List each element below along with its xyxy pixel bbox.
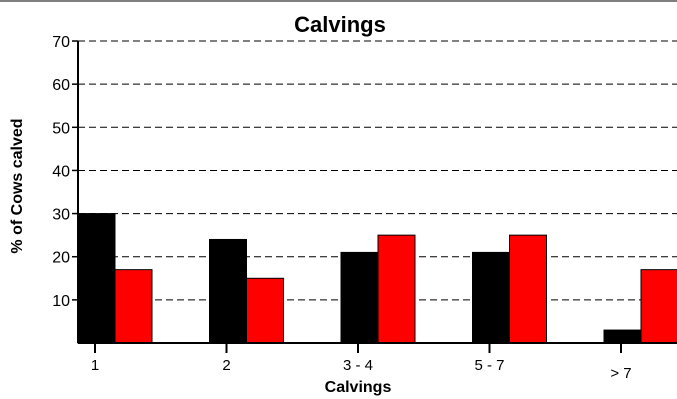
y-tick-label-30: 30: [52, 207, 70, 224]
bar-series1-0: [77, 213, 116, 344]
x-axis-ticks: 1 2 3 - 4 5 - 7 > 7: [91, 343, 632, 382]
y-tick-label-50: 50: [52, 120, 70, 137]
y-tick-label-20: 20: [52, 250, 70, 267]
x-tick-label-3: 5 - 7: [474, 357, 504, 374]
bar-series1-2: [340, 251, 379, 344]
bars: [77, 213, 677, 344]
y-tick-label-60: 60: [52, 77, 70, 94]
bar-series2-0: [114, 269, 153, 344]
x-tick-label-0: 1: [91, 357, 99, 374]
bar-series2-1: [246, 277, 284, 344]
bar-series1-3: [472, 251, 510, 344]
bar-series2-2: [377, 234, 416, 344]
chart-title: Calvings: [294, 12, 386, 37]
bar-series2-3: [509, 234, 547, 344]
x-tick-label-2: 3 - 4: [343, 357, 373, 374]
y-axis-label: % of Cows calved: [9, 118, 26, 253]
bar-series1-1: [209, 238, 247, 344]
bar-series2-4: [640, 269, 677, 344]
y-axis-ticks: 10 20 30 40 50 60 70: [52, 34, 78, 310]
x-tick-label-4: > 7: [610, 365, 631, 382]
y-tick-label-10: 10: [52, 293, 70, 310]
y-tick-label-70: 70: [52, 34, 70, 51]
bar-series1-4: [603, 329, 642, 344]
y-tick-label-40: 40: [52, 163, 70, 180]
x-axis-label: Calvings: [325, 379, 392, 396]
x-tick-label-1: 2: [222, 357, 230, 374]
